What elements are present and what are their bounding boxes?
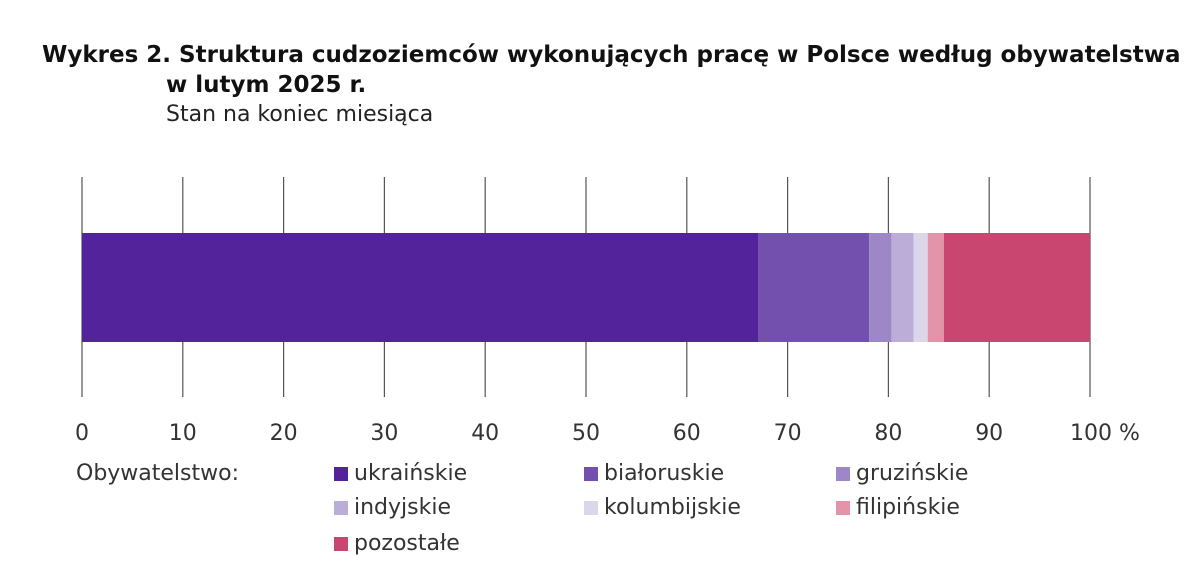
chart-title-line2: w lutym 2025 r. [166,72,367,98]
legend-label-2: gruzińskie [856,461,969,486]
legend-item-0: ukraińskie [334,461,467,486]
x-tick-label-3: 30 [370,421,398,446]
legend-swatch-3 [334,500,348,515]
legend-label-5: filipińskie [856,495,960,520]
legend-swatch-1 [584,466,598,481]
legend-swatch-4 [584,500,598,515]
bar-segment-1 [758,233,870,342]
x-tick-label-2: 20 [270,421,298,446]
bar-segment-6 [943,233,1090,342]
chart-title: Wykres 2. Struktura cudzoziemców wykonuj… [42,42,1181,68]
stacked-bar-chart: 0 10 20 30 40 50 60 70 80 90 100 % [75,177,1140,446]
x-tick-label-8: 80 [874,421,902,446]
bar-segment-0 [82,233,759,342]
x-tick-label-7: 70 [774,421,802,446]
legend-item-1: białoruskie [584,461,724,486]
legend-item-5: filipińskie [836,495,960,520]
x-tick-label-4: 40 [471,421,499,446]
legend-label-6: pozostałe [354,531,460,556]
legend-item-2: gruzińskie [836,461,968,486]
legend-label-3: indyjskie [354,495,452,520]
x-tick-label-10: 100 % [1070,421,1140,446]
x-tick-label-9: 90 [975,421,1003,446]
bar-segment-5 [927,233,944,342]
legend-swatch-2 [836,466,850,481]
legend-item-4: kolumbijskie [584,495,741,520]
x-tick-label-5: 50 [572,421,600,446]
legend-swatch-5 [836,500,850,515]
bar-segment-3 [891,233,914,342]
legend-label-4: kolumbijskie [604,495,741,520]
bar-segment-2 [869,233,892,342]
chart-subtitle: Stan na koniec miesiąca [166,102,434,127]
legend-swatch-6 [334,536,348,551]
legend-item-6: pozostałe [334,531,460,556]
chart-title-block: Wykres 2. Struktura cudzoziemców wykonuj… [42,40,1182,130]
legend-label-0: ukraińskie [354,461,468,486]
x-tick-label-0: 0 [75,421,89,446]
bar-segment-4 [913,233,928,342]
legend-swatch-0 [334,466,348,481]
x-tick-label-1: 10 [169,421,197,446]
legend-title: Obywatelstwo: [76,461,240,486]
x-tick-label-6: 60 [673,421,701,446]
legend-item-3: indyjskie [334,495,451,520]
legend-label-1: białoruskie [604,461,725,486]
